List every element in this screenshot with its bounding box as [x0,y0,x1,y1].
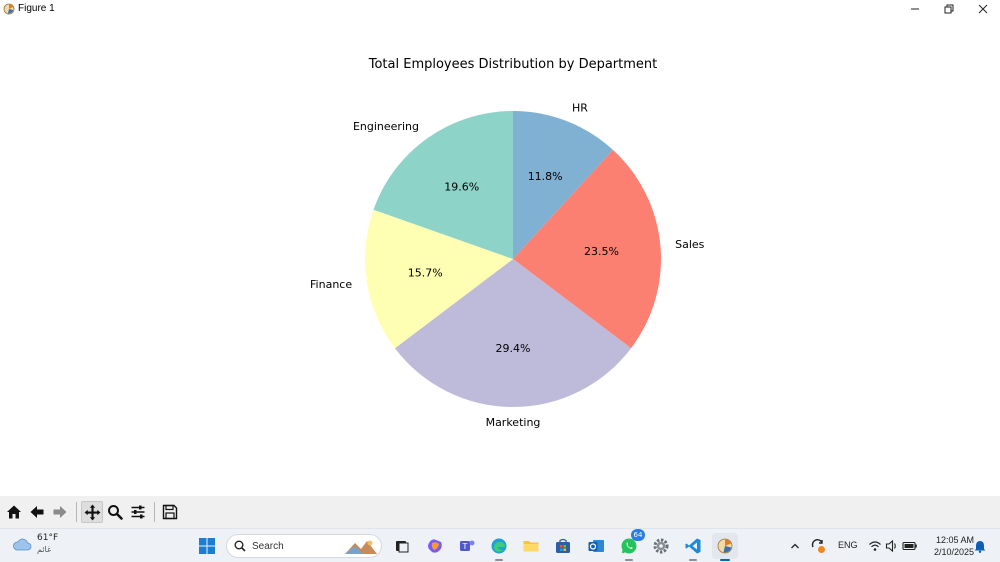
store-button[interactable] [550,533,576,559]
file-explorer-button[interactable] [518,533,544,559]
matplotlib-app-icon [2,2,15,15]
chart-title: Total Employees Distribution by Departme… [368,57,658,72]
notification-badge: 64 [631,529,645,541]
wifi-icon [869,541,881,551]
pie-percent-label: 19.6% [444,181,479,194]
windows-logo-icon [199,538,215,554]
forward-icon[interactable] [49,501,71,523]
sync-tray-button[interactable] [806,533,830,559]
settings-button[interactable] [648,533,674,559]
chevron-up-icon [791,543,799,549]
whatsapp-button[interactable]: 64 [616,529,645,561]
gear-icon [653,538,669,554]
pie-percent-label: 15.7% [408,267,443,280]
close-button[interactable] [966,0,1000,17]
taskbar-search[interactable]: Search [226,534,382,558]
pan-icon[interactable] [81,501,103,523]
clock-time: 12:05 AM [935,535,974,545]
toolbar-separator [76,502,77,522]
pie-category-label: Sales [675,238,705,251]
outlook-icon [588,540,604,552]
matplotlib-icon [717,538,733,554]
weather-condition: غائم [37,545,52,554]
vscode-button[interactable] [680,533,706,561]
outlook-button[interactable] [583,533,609,559]
pie-percent-label: 11.8% [528,170,563,183]
copilot-icon [428,539,442,553]
weather-widget[interactable]: 61°F غائم [12,533,58,555]
pie-category-label: HR [572,101,588,114]
restore-button[interactable] [932,0,966,17]
pie-slice-engineering [373,111,513,259]
toolbar-separator [154,502,155,522]
battery-icon [902,541,917,551]
store-icon [556,538,570,553]
pie-percent-label: 29.4% [496,342,531,355]
language-indicator[interactable]: ENG [838,540,858,550]
window-title: Figure 1 [18,3,55,14]
vscode-icon [685,538,701,554]
volume-button[interactable] [882,533,902,559]
minimize-button[interactable] [898,0,932,17]
cloud-icon [13,538,32,551]
pie-slice-marketing [394,259,632,408]
back-icon[interactable] [26,501,48,523]
weather-temperature: 61°F [37,533,59,543]
pie-percent-label: 23.5% [584,245,619,258]
edge-icon [491,538,507,554]
teams-button[interactable]: T [454,533,480,559]
save-icon[interactable] [159,501,181,523]
volume-icon [885,539,896,553]
navigation-toolbar [0,496,1000,528]
task-view-icon [396,541,409,553]
bell-icon [974,540,986,553]
show-hidden-icons-button[interactable] [784,533,806,559]
copilot-button[interactable] [422,533,448,559]
python-figure-button[interactable] [712,533,738,561]
folder-icon [523,541,539,552]
sync-icon [811,539,825,553]
task-view-button[interactable] [389,533,415,559]
zoom-icon[interactable] [104,501,126,523]
home-icon[interactable] [3,501,25,523]
search-label: Search [252,540,284,552]
pie-chart: Total Employees Distribution by Departme… [310,57,705,429]
start-button[interactable] [194,533,220,559]
notifications-button[interactable] [970,533,990,559]
window-titlebar: Figure 1 [0,0,1000,17]
clock-date: 2/10/2025 [933,547,974,557]
pie-category-label: Marketing [486,416,541,429]
edge-button[interactable] [486,533,512,561]
pie-slice-sales [513,149,661,349]
configure-icon[interactable] [127,501,149,523]
pie-category-label: Finance [310,278,352,291]
taskbar: 61°F غائم Search T 64 [0,528,1000,562]
search-highlight-image-icon [345,540,377,554]
teams-icon: T [460,540,475,551]
figure-canvas[interactable]: Total Employees Distribution by Departme… [0,17,1000,496]
network-button[interactable] [865,533,885,559]
pie-slice-finance [365,209,513,349]
system-clock[interactable]: 12:05 AM 2/10/2025 [924,534,974,558]
svg-text:T: T [462,542,468,551]
whatsapp-icon [621,538,637,554]
pie-category-label: Engineering [353,120,419,133]
battery-button[interactable] [899,533,921,559]
pie-slice-hr [513,111,613,259]
search-icon [234,540,246,552]
